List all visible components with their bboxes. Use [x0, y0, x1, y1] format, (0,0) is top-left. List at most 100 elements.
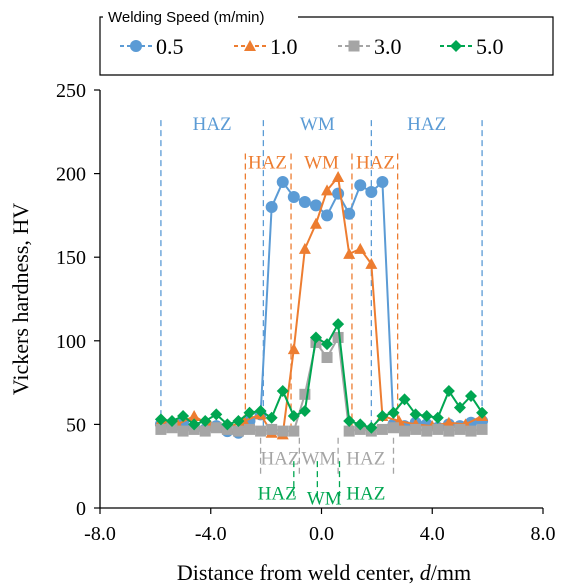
legend-frame — [99, 16, 554, 76]
data-point — [244, 423, 256, 435]
series-5.0 — [154, 318, 489, 434]
data-point — [154, 413, 167, 426]
data-point — [332, 170, 345, 182]
data-point — [332, 187, 345, 200]
data-point — [321, 338, 334, 351]
data-point — [443, 425, 455, 437]
data-point — [210, 408, 223, 421]
data-point — [343, 415, 356, 428]
series-0.5 — [154, 175, 489, 439]
data-point — [298, 196, 311, 209]
zone-label: HAZ — [258, 484, 297, 505]
x-axis-label: Distance from weld center, d/mm — [177, 560, 471, 585]
axes: 0 50 100 150 200 250 -8.0 -4.0 0.0 4.0 8.0 — [56, 80, 556, 545]
legend-label: 1.0 — [270, 34, 298, 59]
series-3.0 — [155, 331, 488, 437]
data-point — [266, 423, 278, 435]
data-point — [365, 185, 378, 198]
x-tick-label: 4.0 — [420, 523, 445, 545]
data-point — [465, 389, 478, 402]
data-point — [476, 406, 489, 419]
legend-label: 0.5 — [156, 34, 184, 59]
data-point — [298, 242, 311, 254]
zone-label: HAZ — [260, 449, 299, 470]
data-point — [287, 191, 300, 204]
legend-marker — [348, 40, 360, 52]
data-point — [453, 401, 466, 414]
data-point — [221, 418, 234, 431]
y-tick-label: 150 — [56, 247, 86, 269]
data-point — [232, 415, 245, 428]
zone-label: WM — [301, 449, 336, 470]
data-point — [431, 411, 444, 424]
y-axis-label: Vickers hardness, HV — [8, 203, 33, 395]
zone-label: WM — [307, 489, 342, 510]
x-tick-label: -4.0 — [195, 523, 227, 545]
data-point — [321, 352, 333, 364]
data-point — [454, 423, 466, 435]
data-point — [265, 411, 278, 424]
zone-label: HAZ — [193, 114, 232, 135]
data-point — [343, 425, 355, 437]
data-point — [243, 406, 256, 419]
data-point — [398, 393, 411, 406]
data-point — [387, 422, 399, 434]
data-point — [365, 421, 378, 434]
data-point — [332, 318, 345, 331]
data-point — [309, 199, 322, 212]
legend-title: Welding Speed (m/min) — [108, 9, 264, 26]
data-point — [210, 422, 222, 434]
x-tick-label: -8.0 — [84, 523, 116, 545]
legend-item-1.0: 1.0 — [234, 34, 298, 59]
data-point — [188, 410, 201, 422]
data-point — [165, 415, 178, 428]
data-point — [309, 331, 322, 344]
zone-label: HAZ — [407, 114, 446, 135]
data-point — [265, 201, 278, 214]
data-point — [376, 410, 389, 423]
data-point — [177, 410, 190, 423]
data-point — [299, 388, 311, 400]
y-tick-label: 250 — [56, 80, 86, 102]
data-point — [409, 408, 422, 421]
data-point — [276, 175, 289, 188]
legend: Welding Speed (m/min) 0.5 1.0 3.0 5.0 — [99, 9, 554, 76]
data-point — [376, 175, 389, 188]
data-point — [255, 425, 267, 437]
zone-label: WM — [304, 153, 339, 174]
data-point — [232, 425, 244, 437]
data-point — [254, 405, 267, 418]
data-point — [166, 422, 178, 434]
data-point — [298, 405, 311, 418]
data-point — [343, 207, 356, 220]
data-point — [387, 406, 400, 419]
data-point — [399, 425, 411, 437]
data-point — [420, 410, 433, 423]
series-line — [160, 179, 483, 434]
data-point — [343, 247, 356, 259]
legend-marker — [450, 40, 462, 52]
x-tick-label: 8.0 — [531, 523, 556, 545]
data-point — [354, 242, 367, 254]
data-point — [155, 423, 167, 435]
data-point — [376, 423, 388, 435]
legend-item-0.5: 0.5 — [120, 34, 184, 59]
data-point — [199, 415, 212, 428]
data-point — [465, 425, 477, 437]
data-point — [421, 425, 433, 437]
data-point — [476, 423, 488, 435]
x-axis-label-prefix: Distance from weld center, — [177, 560, 420, 585]
y-tick-label: 200 — [56, 164, 86, 186]
data-point — [442, 384, 455, 397]
data-point — [354, 179, 367, 192]
zone-label: WM — [300, 114, 335, 135]
zone-label: HAZ — [356, 153, 395, 174]
data-point — [177, 425, 189, 437]
data-point — [199, 425, 211, 437]
data-point — [287, 410, 300, 423]
data-point — [332, 331, 344, 343]
y-tick-label: 0 — [76, 498, 86, 520]
data-point — [277, 425, 289, 437]
data-point — [365, 257, 378, 269]
